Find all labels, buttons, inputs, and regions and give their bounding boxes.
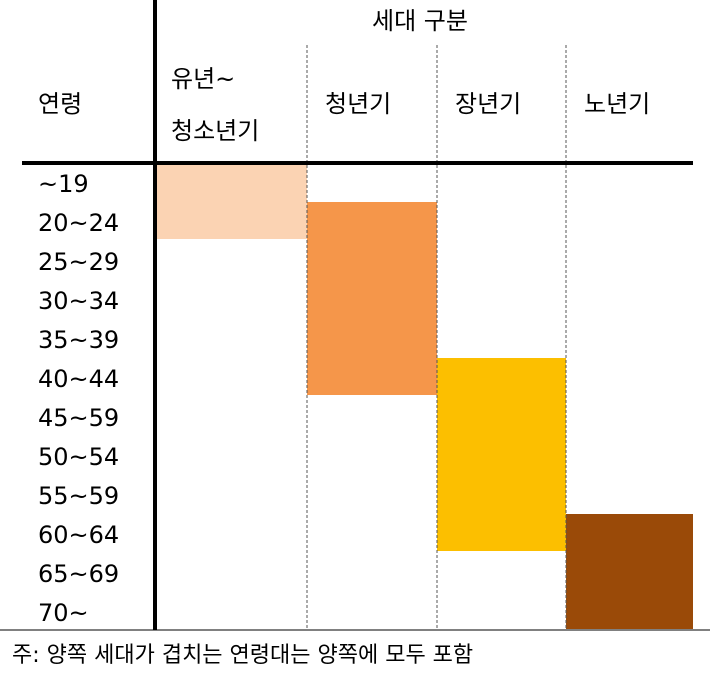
generation-label: 장년기 [455,90,521,118]
generation-label: 유년~ [171,65,235,93]
generation-block [307,202,437,395]
generation-label: 노년기 [584,90,650,118]
age-label: 60~64 [38,521,119,549]
generation-label: 청소년기 [171,117,259,145]
age-label: 40~44 [38,365,119,393]
age-label: 55~59 [38,482,119,510]
age-label: 70~ [38,599,89,627]
generation-block [437,358,566,551]
generation-block [566,514,693,629]
age-label: ~19 [38,170,89,198]
note: 주: 양쪽 세대가 겹치는 연령대는 양쪽에 모두 포함 [12,643,473,668]
age-label: 30~34 [38,287,119,315]
age-title: 연령 [38,90,82,118]
age-label: 65~69 [38,560,119,588]
age-label: 35~39 [38,326,119,354]
age-label: 25~29 [38,248,119,276]
age-label: 45~59 [38,404,119,432]
generation-block [157,163,307,239]
group-title: 세대 구분 [372,7,468,35]
generation-label: 청년기 [325,90,391,118]
age-label: 20~24 [38,209,119,237]
age-label: 50~54 [38,443,119,471]
